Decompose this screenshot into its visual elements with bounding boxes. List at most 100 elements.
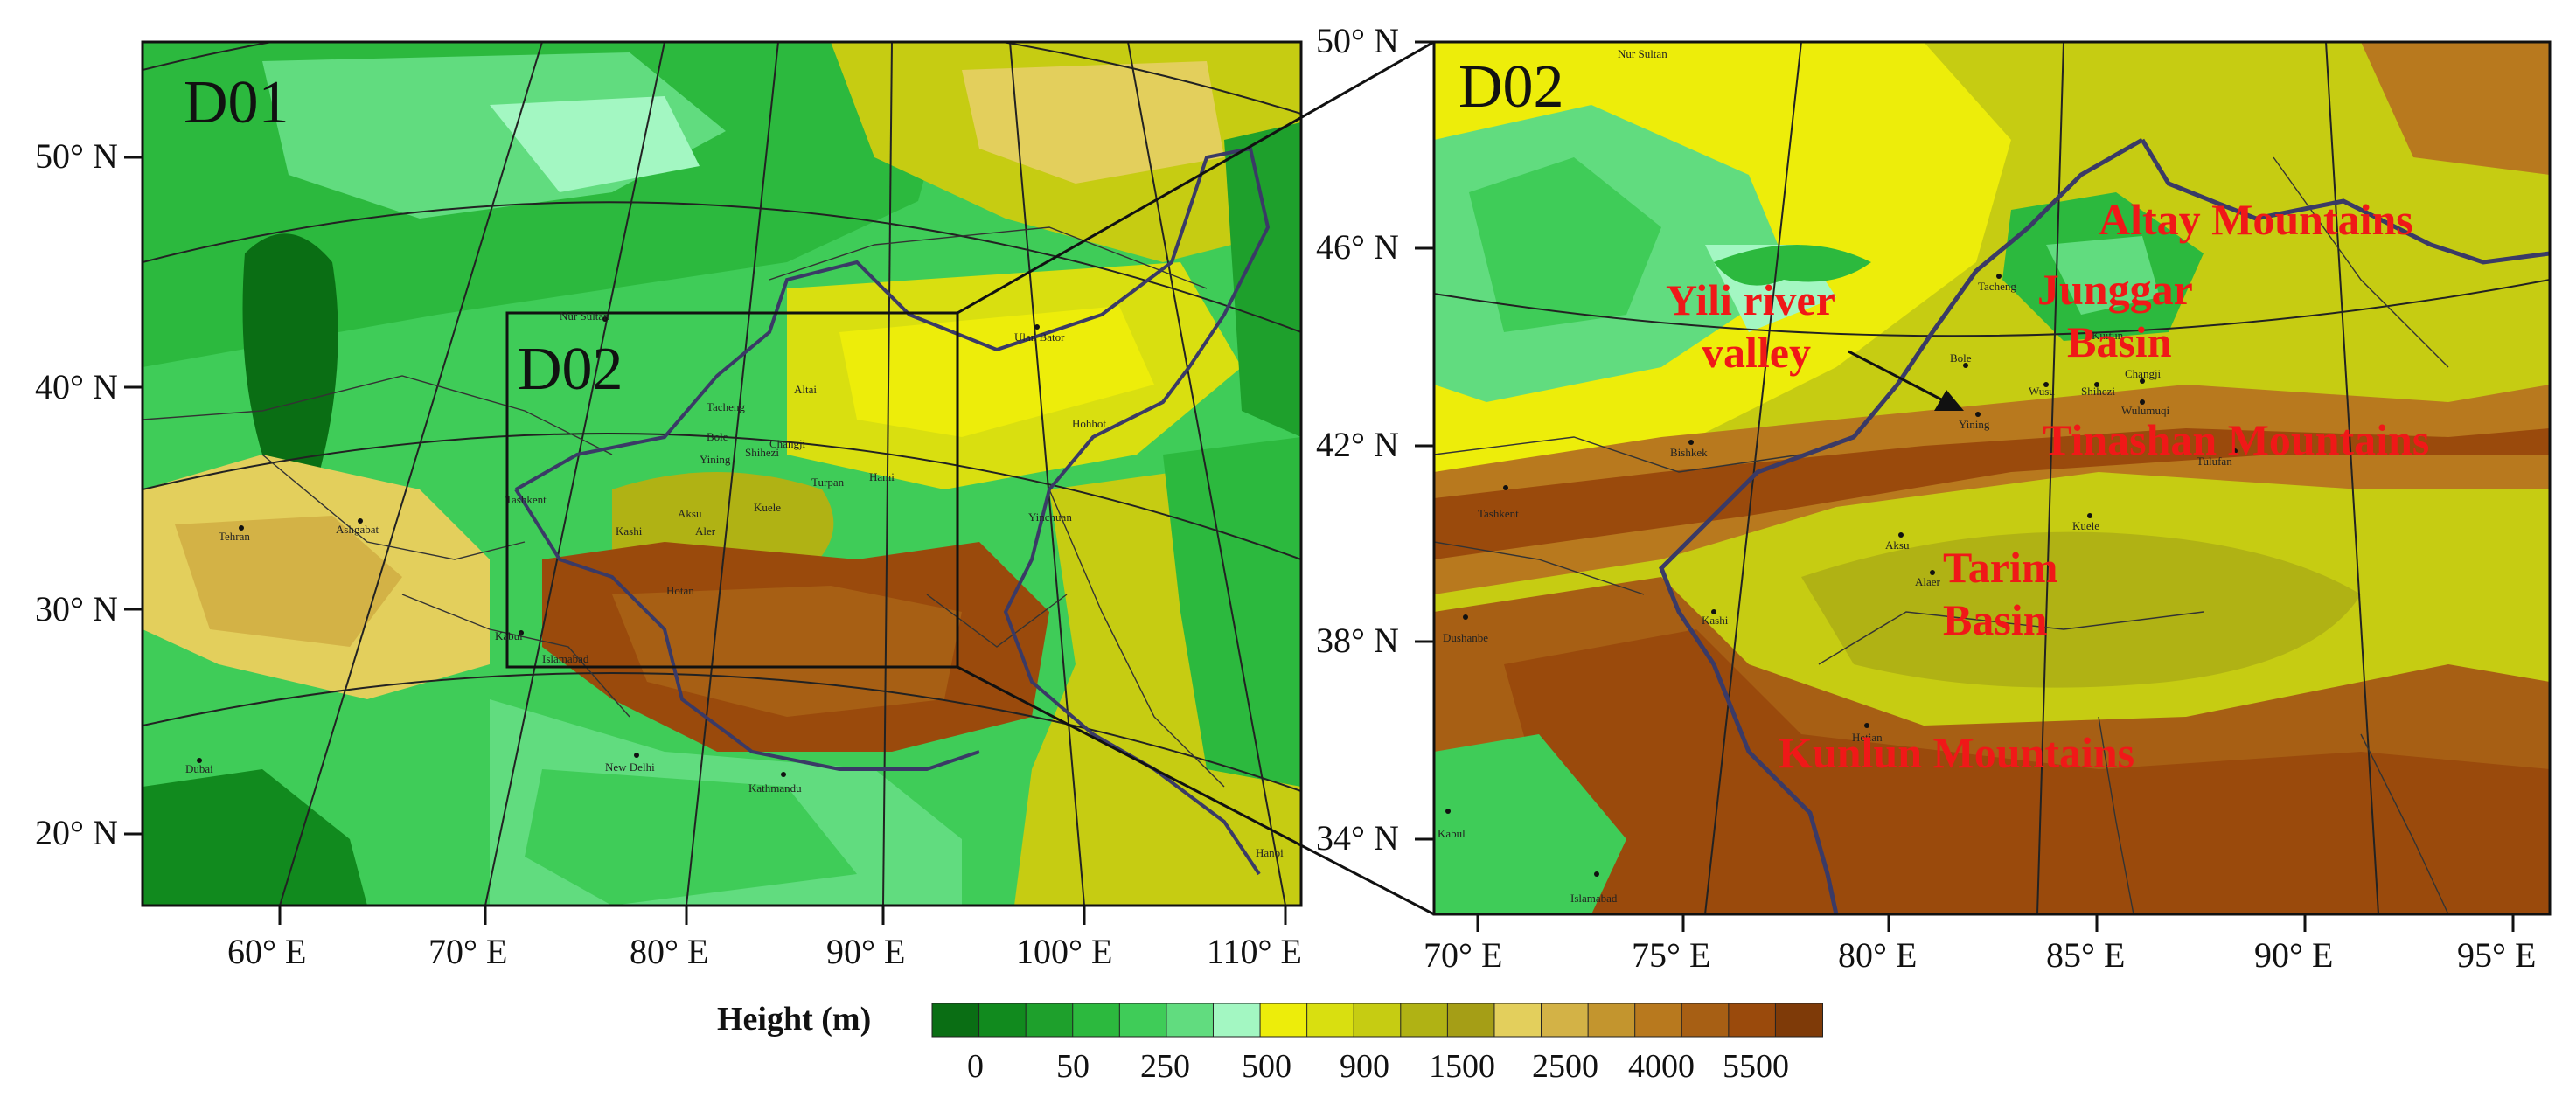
colorbar-tick: 500	[1242, 1048, 1291, 1085]
city-label: Hetian	[1852, 731, 1883, 744]
label-tarim-basin-line2: Basin	[1943, 595, 2048, 644]
city-label: Bishkek	[1670, 446, 1708, 459]
lon-label-60e: 60° E	[227, 932, 306, 971]
label-yili-river-valley-line1: Yili river	[1666, 275, 1835, 324]
borders-d01	[143, 226, 1225, 788]
city-label: Tashkent	[1478, 507, 1519, 520]
colorbar-swatch	[1118, 1003, 1167, 1038]
city-label: Yining	[700, 453, 731, 466]
lat-label-38n-d02: 38° N	[1316, 621, 1399, 660]
colorbar-tick: 1500	[1429, 1048, 1495, 1085]
lat-label-30n: 30° N	[35, 589, 118, 628]
lon-label-100e: 100° E	[1016, 932, 1112, 971]
city-label: Tulufan	[2197, 455, 2232, 468]
city-label: Kabul	[495, 629, 523, 642]
city-label: Hotan	[666, 584, 694, 597]
label-tarim-basin-line1: Tarim	[1943, 543, 2058, 592]
map-panel-d02: D02 Nur Sultan Tacheng Bole Kuitun Chang…	[1316, 21, 2552, 975]
lon-label-75e-d02: 75° E	[1632, 935, 1710, 975]
lat-label-40n: 40° N	[35, 367, 118, 406]
city-label: Kuitun	[2092, 329, 2124, 342]
lat-label-50n-d02: 50° N	[1316, 21, 1399, 60]
city-label: Yining	[1959, 418, 1990, 431]
label-tianshan-mountains: Tinashan Mountains	[2043, 415, 2429, 464]
city-label: Changji	[2125, 367, 2162, 380]
colorbar-tick: 900	[1340, 1048, 1389, 1085]
china-border-d01	[514, 146, 1271, 876]
city-label: Kashi	[1702, 614, 1729, 627]
lon-label-90e-d02: 90° E	[2254, 935, 2333, 975]
colorbar-swatches	[931, 1003, 1824, 1038]
city-label: New Delhi	[605, 760, 655, 774]
city-label: Ashgabat	[336, 523, 379, 536]
map-frame-d02	[1432, 40, 2552, 916]
borders-d02	[1434, 156, 2449, 914]
city-label: Yinchuan	[1028, 510, 1072, 524]
city-label: Shihezi	[2081, 385, 2115, 398]
city-label: Islamabad	[542, 652, 589, 665]
lon-label-70e-d02: 70° E	[1424, 935, 1502, 975]
inset-tag-d02: D02	[518, 336, 623, 403]
lat-label-46n-d02: 46° N	[1316, 227, 1399, 267]
map-frame-d01	[141, 40, 1303, 907]
colorbar-swatch	[1493, 1003, 1542, 1038]
lon-label-85e-d02: 85° E	[2046, 935, 2125, 975]
colorbar-swatch	[1166, 1003, 1215, 1038]
terrain-d02	[1434, 42, 2550, 914]
city-label: Nur Sultan	[560, 309, 609, 323]
lat-label-34n-d02: 34° N	[1316, 818, 1399, 857]
label-junggar-basin-line2: Basin	[2067, 317, 2172, 366]
height-colorbar: Height (m) 0 50 250 500 900 1500 2500 40…	[717, 1001, 1824, 1085]
city-label: Tacheng	[1978, 280, 2016, 293]
city-label: Kathmandu	[748, 781, 802, 795]
map-panel-d01: D01 D02 Nur Sultan Ulan Bator Tacheng Al…	[35, 40, 1303, 971]
colorbar-swatch	[1728, 1003, 1777, 1038]
city-label: Islamabad	[1570, 892, 1618, 905]
colorbar-swatch	[931, 1003, 980, 1038]
cities-d01: Nur Sultan Ulan Bator Tacheng Altai Bole…	[185, 309, 1284, 859]
city-label: Wusu	[2029, 385, 2055, 398]
city-label: Bole	[1950, 351, 1972, 365]
panel-tag-d02: D02	[1459, 53, 1564, 121]
lon-label-90e: 90° E	[826, 932, 905, 971]
colorbar-swatch	[1400, 1003, 1449, 1038]
lat-label-50n: 50° N	[35, 136, 118, 176]
lon-label-70e: 70° E	[428, 932, 507, 971]
lon-label-80e-d02: 80° E	[1838, 935, 1917, 975]
city-label: Kuele	[754, 501, 781, 514]
colorbar-tick: 4000	[1628, 1048, 1695, 1085]
city-label: Hami	[869, 470, 895, 483]
colorbar-title: Height (m)	[717, 1001, 871, 1038]
yili-arrow	[1848, 350, 1964, 411]
city-label: Tacheng	[707, 400, 745, 413]
city-label: Dubai	[185, 762, 213, 775]
city-label: Aksu	[1885, 538, 1910, 552]
city-label: Turpan	[811, 476, 845, 489]
lon-label-110e: 110° E	[1207, 932, 1302, 971]
city-label: Kashi	[616, 524, 643, 538]
city-label: Wulumuqi	[2121, 404, 2169, 417]
city-label: Kabul	[1438, 827, 1466, 840]
city-label: Hanoi	[1256, 846, 1284, 859]
city-label: Aksu	[678, 507, 702, 520]
lat-ticks-d02	[1415, 40, 2515, 932]
graticule-d01	[143, 42, 1301, 906]
colorbar-swatch	[1541, 1003, 1590, 1038]
china-border-d02	[1659, 137, 2550, 914]
cities-d02: Nur Sultan Tacheng Bole Kuitun Changji W…	[1438, 47, 2238, 905]
city-label: Nur Sultan	[1618, 47, 1667, 60]
label-altay-mountains: Altay Mountains	[2099, 195, 2413, 244]
colorbar-swatch	[1259, 1003, 1308, 1038]
colorbar-tick: 2500	[1532, 1048, 1598, 1085]
lat-ticks-d01	[124, 156, 1287, 925]
colorbar-swatch	[1306, 1003, 1355, 1038]
label-junggar-basin-line1: Junggar	[2037, 265, 2193, 314]
lat-label-20n: 20° N	[35, 813, 118, 852]
city-label: Aler	[695, 524, 716, 538]
colorbar-swatch	[978, 1003, 1027, 1038]
terrain-d01	[143, 42, 1301, 906]
colorbar-swatch	[1072, 1003, 1121, 1038]
colorbar-swatch	[1634, 1003, 1683, 1038]
colorbar-swatch	[1681, 1003, 1730, 1038]
